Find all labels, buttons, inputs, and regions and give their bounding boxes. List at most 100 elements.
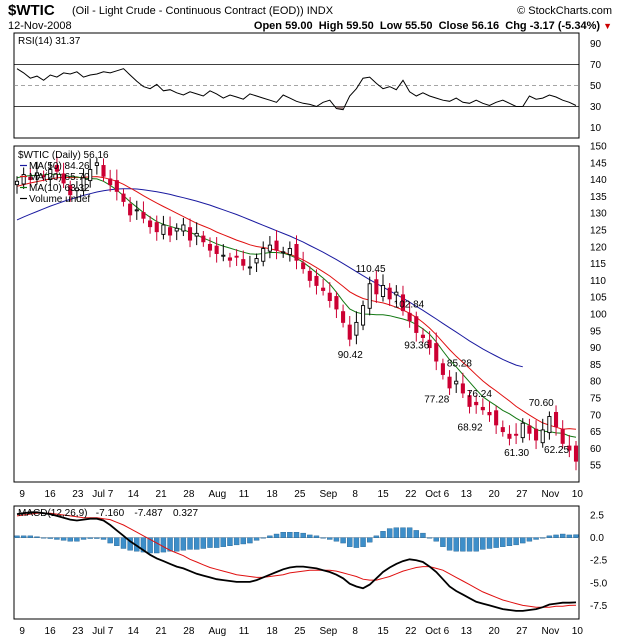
candle-body: [467, 395, 472, 407]
price-panel: 55 60 65 70 75 80 85 90 95 100 105 110 115 120 125 130 1…: [13, 142, 607, 483]
macd-histogram-bar: [213, 537, 220, 548]
candle-body: [148, 220, 153, 228]
price-frame: [13, 145, 580, 483]
macd-histogram-bar: [154, 537, 160, 554]
macd-histogram-bar: [393, 527, 400, 538]
macd-tick-label: -2.5: [590, 556, 608, 567]
price-annotation: 110.45: [356, 264, 386, 275]
candle-body: [341, 311, 346, 323]
x-tick-label: Sep: [319, 489, 337, 500]
x-tick-label: 10: [572, 489, 584, 500]
candle-body: [414, 316, 419, 333]
candle-body: [374, 279, 379, 295]
macd-legend-value: -7.160: [96, 508, 125, 519]
candle-body: [281, 251, 286, 254]
x-tick-label: 10: [572, 626, 584, 637]
ma50-line: [16, 188, 523, 368]
macd-histogram-bar: [60, 537, 67, 541]
x-tick-label: 9: [19, 626, 25, 637]
macd-signal-line: [16, 512, 577, 608]
legend-volume: Volume undef: [29, 194, 90, 205]
candle-body: [540, 429, 545, 444]
x-tick-label: 22: [405, 489, 417, 500]
macd-histogram-bar: [353, 537, 360, 548]
legend-ma50: MA(50) 84.26: [29, 161, 90, 172]
macd-histogram-bar: [107, 537, 113, 544]
candle-body: [187, 227, 193, 241]
candle-body: [274, 240, 279, 251]
macd-histogram-bar: [174, 537, 180, 552]
candle-body: [254, 258, 259, 264]
open-value: Open 59.00: [253, 20, 313, 32]
candle-body: [553, 411, 559, 428]
macd-histogram-bar: [526, 537, 533, 542]
x-tick-label: Sep: [319, 626, 337, 637]
close-value: Close 56.16: [438, 20, 500, 32]
macd-histogram-bar: [433, 537, 439, 542]
macd-legend-title: MACD(12,26,9): [18, 508, 87, 519]
candle-body: [560, 428, 565, 444]
price-tick-label: 120: [590, 242, 607, 253]
candle-body: [234, 255, 239, 258]
x-tick-label: Nov: [541, 626, 559, 637]
macd-histogram-bar: [160, 537, 167, 553]
macd-histogram-bar: [559, 533, 566, 538]
candle-body: [221, 254, 226, 257]
candle-body: [174, 227, 179, 232]
macd-histogram-bar: [47, 537, 53, 539]
macd-histogram-bar: [440, 537, 446, 547]
candle-body: [227, 257, 233, 261]
x-tick-label: 11: [239, 626, 250, 637]
x-tick-label: 15: [378, 489, 390, 500]
macd-histogram-bar: [533, 537, 539, 540]
macd-histogram-bar: [333, 537, 340, 542]
chart-title: (Oil - Light Crude - Continuous Contract…: [72, 5, 334, 17]
x-tick-label: Jul 7: [92, 489, 114, 500]
candle-body: [207, 243, 213, 251]
candle-body: [514, 433, 519, 436]
x-tick-label: 15: [378, 626, 390, 637]
macd-histogram-bar: [100, 537, 107, 540]
price-annotation: 85.28: [447, 358, 472, 369]
price-annotation: 62.25: [544, 445, 569, 456]
candle-body: [321, 287, 326, 291]
macd-histogram-bar: [320, 537, 326, 539]
candle-body: [480, 406, 485, 411]
candle-body: [407, 312, 412, 322]
legend-ma20: MA(20) 65.70: [29, 172, 90, 183]
x-tick-label: 23: [72, 489, 84, 500]
macd-histogram-bar: [420, 532, 426, 538]
candle-body: [101, 165, 106, 177]
x-tick-label: 27: [516, 626, 528, 637]
candle-body: [267, 244, 272, 252]
x-tick-label: 9: [19, 489, 25, 500]
candle-body: [108, 178, 113, 186]
candle-body: [367, 283, 372, 309]
macd-histogram-bar: [406, 527, 413, 538]
macd-histogram-bar: [360, 537, 366, 547]
candle-body: [301, 262, 306, 270]
x-tick-label: Oct 6: [425, 489, 449, 500]
x-tick-label: 16: [45, 489, 57, 500]
macd-histogram-bar: [120, 537, 127, 549]
legend-ma10: MA(10) 63.32: [29, 183, 90, 194]
rsi-tick-label: 90: [590, 39, 602, 50]
x-tick-label: 8: [352, 489, 358, 500]
price-tick-label: 85: [590, 360, 602, 371]
macd-tick-label: 2.5: [590, 511, 604, 522]
candle-body: [534, 428, 539, 441]
macd-histogram-bar: [27, 535, 34, 538]
macd-histogram-bar: [486, 537, 493, 549]
macd-histogram-bar: [573, 534, 579, 538]
macd-histogram-bar: [287, 532, 293, 538]
candle-body: [14, 180, 20, 186]
macd-histogram-bar: [380, 531, 386, 538]
macd-histogram-bar: [147, 537, 153, 554]
candle-body: [48, 169, 53, 180]
x-axis-mid: 9 16 23 Jul 7 14 21 28 Aug 11 18 25 Sep 8 15 22 Oct 6 13…: [19, 489, 583, 500]
price-tick-label: 80: [590, 377, 602, 388]
macd-legend-signal: -7.487: [134, 508, 163, 519]
macd-histogram-bar: [34, 536, 40, 538]
x-tick-label: Jul 7: [92, 626, 114, 637]
price-tick-label: 95: [590, 326, 602, 337]
